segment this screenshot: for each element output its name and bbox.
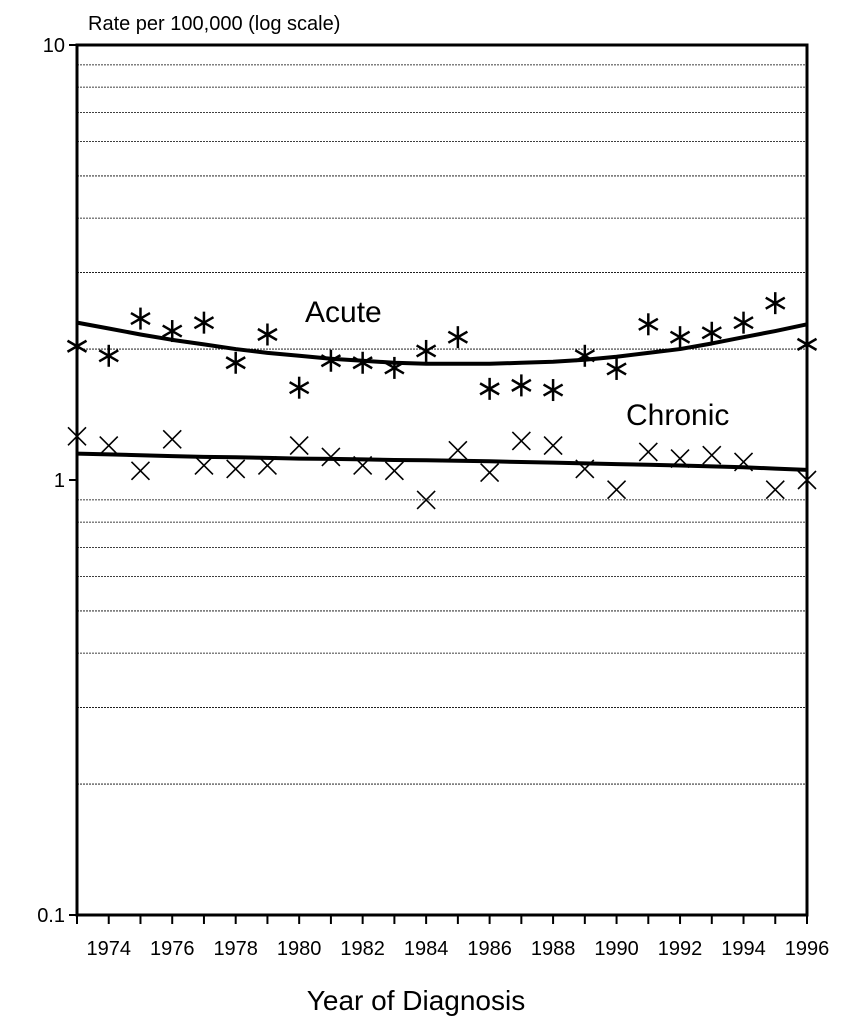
data-point-acute [638,313,659,336]
x-tick-label: 1988 [531,938,576,960]
data-point-acute [479,377,500,400]
x-axis-title: Year of Diagnosis [307,985,525,1016]
x-tick-label: 1990 [594,938,639,960]
y-tick-label: 0.1 [37,905,65,927]
data-point-acute [701,321,722,344]
data-point-acute [669,326,691,349]
data-point-acute [415,339,437,362]
x-tick-label: 1974 [86,938,131,960]
y-axis-title: Rate per 100,000 (log scale) [88,13,340,35]
trend-line-acute [76,320,808,366]
trend-line-chronic [76,451,808,472]
data-point-acute [98,344,119,367]
plot-frame [75,43,809,917]
data-point-chronic [384,461,404,481]
x-tick-label: 1986 [467,938,512,960]
data-point-acute [225,351,246,374]
data-point-acute [542,379,564,402]
data-point-chronic [162,429,182,449]
data-point-acute [130,307,151,330]
data-point-chronic [321,447,341,467]
data-point-acute [193,311,215,334]
data-point-chronic [702,445,722,465]
data-point-chronic [606,480,627,500]
data-point-acute [384,356,405,379]
data-point-chronic [511,431,531,451]
series-labels: Acute Chronic [305,296,729,432]
data-point-acute [606,357,627,380]
data-point-chronic [289,435,309,456]
data-point-chronic [480,463,500,483]
data-point-acute [733,311,754,334]
data-point-chronic [543,435,563,456]
trend-lines [76,320,808,472]
data-point-chronic [448,440,468,460]
data-point-chronic [638,442,658,462]
data-point-chronic [226,459,246,479]
data-point-chronic [257,455,278,476]
data-point-chronic [130,461,151,481]
data-point-acute [162,320,183,343]
data-point-chronic [765,480,785,500]
y-axis-ticks: 10 1 0.1 [37,35,77,927]
data-point-chronic [353,455,373,476]
data-point-acute [574,344,595,367]
x-tick-label: 1978 [213,938,258,960]
data-point-acute [447,326,469,349]
x-tick-label: 1994 [721,938,766,960]
data-point-chronic [99,435,119,456]
data-point-chronic [670,449,690,469]
x-tick-label: 1980 [277,938,322,960]
x-axis-ticks: 1974 1976 1978 1980 1982 1984 1986 1988 1990 1992… [76,915,830,960]
data-point-acute [511,374,532,397]
x-tick-label: 1992 [658,938,703,960]
data-point-acute [289,376,310,399]
series-label-chronic: Chronic [626,399,729,432]
data-point-acute [320,349,342,372]
series-label-acute: Acute [305,296,382,329]
gridlines [77,64,807,785]
x-tick-label: 1996 [785,938,830,960]
data-point-chronic [194,455,214,476]
data-point-acute [257,323,278,346]
y-tick-label: 1 [54,470,65,492]
x-tick-label: 1982 [340,938,385,960]
data-point-chronic [733,452,754,472]
x-tick-label: 1976 [150,938,195,960]
x-tick-label: 1984 [404,938,449,960]
y-tick-label: 10 [43,35,65,57]
data-point-chronic [416,490,436,510]
data-point-acute [765,292,786,315]
data-point-acute [352,351,373,374]
data-point-chronic [575,459,595,479]
